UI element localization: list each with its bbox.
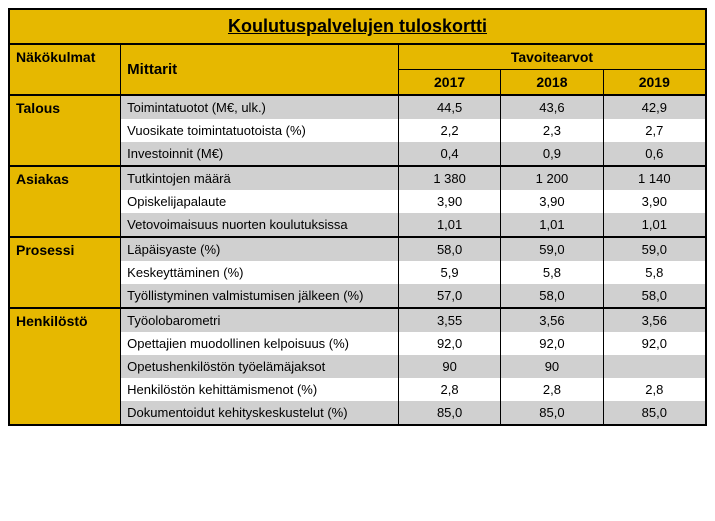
metric-cell: Työolobarometri <box>121 308 399 332</box>
value-cell: 3,90 <box>501 190 603 213</box>
perspective-cell: Talous <box>9 95 121 166</box>
header-year: 2019 <box>603 70 706 96</box>
header-row-1: NäkökulmatMittaritTavoitearvot <box>9 44 706 70</box>
header-targets: Tavoitearvot <box>398 44 706 70</box>
header-year: 2018 <box>501 70 603 96</box>
metric-cell: Työllistyminen valmistumisen jälkeen (%) <box>121 284 399 308</box>
value-cell: 92,0 <box>398 332 500 355</box>
table-row: ProsessiLäpäisyaste (%)58,059,059,0 <box>9 237 706 261</box>
value-cell: 1 380 <box>398 166 500 190</box>
perspective-cell: Asiakas <box>9 166 121 237</box>
value-cell: 85,0 <box>603 401 706 425</box>
value-cell: 2,7 <box>603 119 706 142</box>
metric-cell: Henkilöstön kehittämismenot (%) <box>121 378 399 401</box>
header-perspectives: Näkökulmat <box>9 44 121 95</box>
value-cell: 5,8 <box>501 261 603 284</box>
metric-cell: Tutkintojen määrä <box>121 166 399 190</box>
header-year: 2017 <box>398 70 500 96</box>
header-metrics: Mittarit <box>121 44 399 95</box>
title-row: Koulutuspalvelujen tuloskortti <box>9 9 706 44</box>
value-cell <box>603 355 706 378</box>
value-cell: 90 <box>398 355 500 378</box>
perspective-cell: Henkilöstö <box>9 308 121 425</box>
value-cell: 58,0 <box>501 284 603 308</box>
value-cell: 3,55 <box>398 308 500 332</box>
metric-cell: Vetovoimaisuus nuorten koulutuksissa <box>121 213 399 237</box>
value-cell: 2,8 <box>398 378 500 401</box>
value-cell: 3,90 <box>398 190 500 213</box>
value-cell: 5,8 <box>603 261 706 284</box>
value-cell: 0,9 <box>501 142 603 166</box>
value-cell: 57,0 <box>398 284 500 308</box>
value-cell: 0,4 <box>398 142 500 166</box>
metric-cell: Dokumentoidut kehityskeskustelut (%) <box>121 401 399 425</box>
value-cell: 2,2 <box>398 119 500 142</box>
value-cell: 1,01 <box>398 213 500 237</box>
metric-cell: Investoinnit (M€) <box>121 142 399 166</box>
value-cell: 90 <box>501 355 603 378</box>
value-cell: 3,56 <box>501 308 603 332</box>
value-cell: 2,8 <box>501 378 603 401</box>
title-cell: Koulutuspalvelujen tuloskortti <box>9 9 706 44</box>
value-cell: 59,0 <box>603 237 706 261</box>
metric-cell: Läpäisyaste (%) <box>121 237 399 261</box>
value-cell: 0,6 <box>603 142 706 166</box>
scorecard-table: Koulutuspalvelujen tuloskorttiNäkökulmat… <box>8 8 707 426</box>
value-cell: 85,0 <box>501 401 603 425</box>
metric-cell: Keskeyttäminen (%) <box>121 261 399 284</box>
value-cell: 92,0 <box>603 332 706 355</box>
table-row: AsiakasTutkintojen määrä1 3801 2001 140 <box>9 166 706 190</box>
value-cell: 58,0 <box>603 284 706 308</box>
value-cell: 43,6 <box>501 95 603 119</box>
value-cell: 44,5 <box>398 95 500 119</box>
value-cell: 1,01 <box>603 213 706 237</box>
metric-cell: Opettajien muodollinen kelpoisuus (%) <box>121 332 399 355</box>
table-row: TalousToimintatuotot (M€, ulk.)44,543,64… <box>9 95 706 119</box>
value-cell: 42,9 <box>603 95 706 119</box>
metric-cell: Toimintatuotot (M€, ulk.) <box>121 95 399 119</box>
value-cell: 3,56 <box>603 308 706 332</box>
value-cell: 59,0 <box>501 237 603 261</box>
value-cell: 2,3 <box>501 119 603 142</box>
metric-cell: Vuosikate toimintatuotoista (%) <box>121 119 399 142</box>
value-cell: 2,8 <box>603 378 706 401</box>
perspective-cell: Prosessi <box>9 237 121 308</box>
value-cell: 92,0 <box>501 332 603 355</box>
value-cell: 5,9 <box>398 261 500 284</box>
value-cell: 1,01 <box>501 213 603 237</box>
value-cell: 3,90 <box>603 190 706 213</box>
value-cell: 85,0 <box>398 401 500 425</box>
value-cell: 58,0 <box>398 237 500 261</box>
value-cell: 1 140 <box>603 166 706 190</box>
metric-cell: Opiskelijapalaute <box>121 190 399 213</box>
value-cell: 1 200 <box>501 166 603 190</box>
table-row: HenkilöstöTyöolobarometri3,553,563,56 <box>9 308 706 332</box>
metric-cell: Opetushenkilöstön työelämäjaksot <box>121 355 399 378</box>
